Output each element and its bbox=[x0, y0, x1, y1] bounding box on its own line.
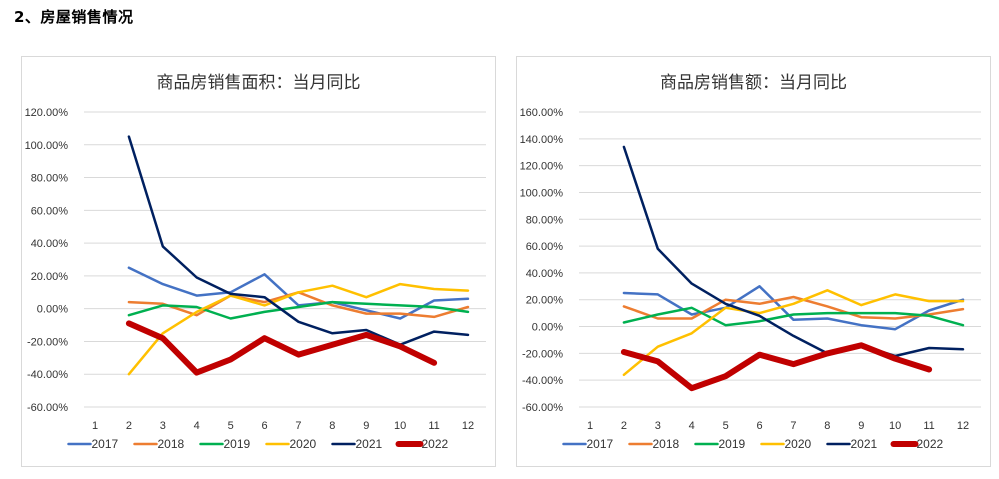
y-tick-label: 140.00% bbox=[520, 134, 564, 146]
series-line-2018 bbox=[622, 295, 965, 320]
legend-item-2021: 2021 bbox=[826, 437, 878, 451]
legend-item-2020: 2020 bbox=[760, 437, 812, 451]
legend-item-2017: 2017 bbox=[67, 437, 119, 451]
chart-sales-value-yoy: 商品房销售额：当月同比 -60.00% -40.00% -20.00% 0.00% 20.… bbox=[516, 56, 991, 467]
legend-label: 2017 bbox=[587, 437, 614, 451]
series-line-2019 bbox=[622, 306, 965, 327]
legend-label: 2018 bbox=[653, 437, 680, 451]
legend-label: 2019 bbox=[224, 437, 251, 451]
x-tick-label: 9 bbox=[858, 420, 864, 432]
chart-svg-sales-value: 商品房销售额：当月同比 -60.00% -40.00% -20.00% 0.00% 20.… bbox=[520, 73, 981, 451]
y-tick-label: 0.00% bbox=[532, 322, 563, 334]
y-tick-label: 160.00% bbox=[520, 107, 564, 119]
series-line-2022 bbox=[620, 342, 933, 392]
series-line-2017 bbox=[127, 266, 470, 320]
legend-item-2018: 2018 bbox=[133, 437, 185, 451]
y-tick-label: 20.00% bbox=[526, 295, 564, 307]
legend-label: 2020 bbox=[290, 437, 317, 451]
series-line-2020 bbox=[127, 282, 470, 376]
legend-label: 2022 bbox=[917, 437, 944, 451]
x-tick-label: 2 bbox=[621, 420, 627, 432]
legend-item-2019: 2019 bbox=[694, 437, 746, 451]
x-tick-label: 2 bbox=[126, 420, 132, 432]
x-tick-label: 10 bbox=[394, 420, 406, 432]
chart-svg-sales-area: 商品房销售面积：当月同比 -60.00% -40.00% -20.00% 0.00% 20… bbox=[25, 73, 486, 451]
y-tick-label: 80.00% bbox=[526, 214, 564, 226]
legend-item-2019: 2019 bbox=[199, 437, 251, 451]
series-line-2021 bbox=[127, 135, 470, 346]
y-tick-label: 60.00% bbox=[526, 241, 564, 253]
legend-item-2018: 2018 bbox=[628, 437, 680, 451]
y-tick-label: -60.00% bbox=[27, 402, 68, 414]
y-tick-label: 40.00% bbox=[526, 268, 564, 280]
section-title: 2、房屋销售情况 bbox=[14, 8, 134, 26]
y-tick-label: -40.00% bbox=[27, 369, 68, 381]
x-tick-label: 6 bbox=[756, 420, 762, 432]
y-tick-label: -20.00% bbox=[522, 348, 563, 360]
y-tick-label: 40.00% bbox=[31, 238, 69, 250]
y-tick-label: 120.00% bbox=[25, 107, 69, 119]
chart-sales-area-yoy: 商品房销售面积：当月同比 -60.00% -40.00% -20.00% 0.00% 20… bbox=[21, 56, 496, 467]
series-line-2021 bbox=[622, 145, 965, 358]
x-tick-label: 8 bbox=[329, 420, 335, 432]
legend-item-2022: 2022 bbox=[395, 437, 449, 451]
y-tick-label: -40.00% bbox=[522, 375, 563, 387]
x-tick-label: 3 bbox=[160, 420, 166, 432]
legend-label: 2019 bbox=[719, 437, 746, 451]
x-tick-label: 11 bbox=[923, 420, 934, 432]
legend-label: 2022 bbox=[422, 437, 449, 451]
x-tick-label: 4 bbox=[689, 420, 695, 432]
y-tick-label: 20.00% bbox=[31, 271, 69, 283]
legend-item-2021: 2021 bbox=[331, 437, 383, 451]
x-tick-label: 1 bbox=[92, 420, 98, 432]
x-tick-label: 12 bbox=[462, 420, 474, 432]
x-tick-label: 10 bbox=[889, 420, 901, 432]
chart-title: 商品房销售额：当月同比 bbox=[660, 73, 847, 93]
y-tick-label: -60.00% bbox=[522, 402, 563, 414]
legend-label: 2020 bbox=[785, 437, 812, 451]
y-tick-label: 120.00% bbox=[520, 161, 564, 173]
x-tick-label: 6 bbox=[261, 420, 267, 432]
series-line-2020 bbox=[622, 289, 965, 377]
y-tick-label: -20.00% bbox=[27, 336, 68, 348]
x-tick-label: 7 bbox=[790, 420, 796, 432]
y-tick-label: 60.00% bbox=[31, 205, 69, 217]
chart-title: 商品房销售面积：当月同比 bbox=[157, 73, 361, 93]
y-tick-label: 0.00% bbox=[37, 304, 68, 316]
y-tick-label: 100.00% bbox=[520, 187, 564, 199]
series-line-2019 bbox=[127, 300, 470, 320]
legend-label: 2021 bbox=[851, 437, 878, 451]
x-tick-label: 11 bbox=[428, 420, 439, 432]
y-tick-label: 100.00% bbox=[25, 140, 69, 152]
x-tick-label: 3 bbox=[655, 420, 661, 432]
legend-label: 2021 bbox=[356, 437, 383, 451]
x-tick-label: 9 bbox=[363, 420, 369, 432]
x-tick-label: 7 bbox=[295, 420, 301, 432]
y-tick-label: 80.00% bbox=[31, 173, 69, 185]
series-line-2017 bbox=[622, 285, 965, 331]
legend-item-2020: 2020 bbox=[265, 437, 317, 451]
x-tick-label: 5 bbox=[723, 420, 729, 432]
legend-item-2017: 2017 bbox=[562, 437, 614, 451]
x-tick-label: 4 bbox=[194, 420, 200, 432]
legend-label: 2018 bbox=[158, 437, 185, 451]
x-tick-label: 12 bbox=[957, 420, 969, 432]
legend-label: 2017 bbox=[92, 437, 119, 451]
series-line-2022 bbox=[125, 320, 438, 376]
x-tick-label: 1 bbox=[587, 420, 593, 432]
legend-item-2022: 2022 bbox=[890, 437, 944, 451]
x-tick-label: 8 bbox=[824, 420, 830, 432]
x-tick-label: 5 bbox=[228, 420, 234, 432]
